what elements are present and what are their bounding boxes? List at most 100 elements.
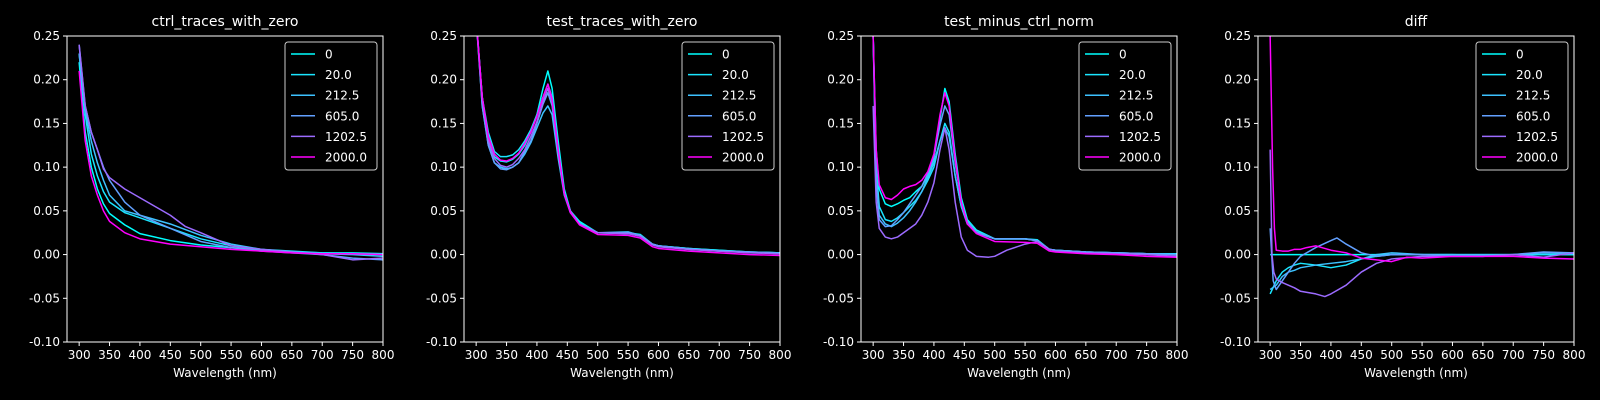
y-tick-label: -0.05 [29, 291, 60, 305]
x-tick-label: 450 [159, 348, 182, 362]
series-group [872, 36, 1177, 258]
x-tick-label: 300 [862, 348, 885, 362]
series-line-20.0 [78, 53, 383, 256]
legend-label: 2000.0 [325, 151, 367, 165]
series-group [1269, 36, 1574, 298]
x-tick-label: 750 [738, 348, 761, 362]
x-tick-label: 800 [372, 348, 395, 362]
x-tick-label: 550 [1014, 348, 1037, 362]
legend-label: 212.5 [1516, 89, 1550, 103]
legend-label: 20.0 [1119, 68, 1146, 82]
x-axis-label: Wavelength (nm) [1364, 366, 1468, 380]
series-line-20.0 [1269, 253, 1574, 295]
legend-label: 20.0 [325, 68, 352, 82]
x-tick-label: 450 [953, 348, 976, 362]
x-axis-label: Wavelength (nm) [173, 366, 277, 380]
legend-label: 0 [1119, 48, 1127, 62]
chart-title: test_minus_ctrl_norm [944, 14, 1094, 30]
x-tick-label: 750 [341, 348, 364, 362]
legend-label: 212.5 [325, 89, 359, 103]
x-tick-label: 400 [922, 348, 945, 362]
y-tick-label: 0.00 [827, 248, 854, 262]
legend: 0 20.0 212.5 605.0 1202.5 2000.0 [1475, 41, 1569, 171]
x-tick-label: 300 [1259, 348, 1282, 362]
chart-panel-2: 300 350 400 450 500 550 600 650 700 750 800 -0.10 -0… [426, 14, 792, 380]
series-line-2000.0 [872, 36, 1177, 258]
x-tick-label: 550 [617, 348, 640, 362]
legend-label: 20.0 [722, 68, 749, 82]
legend-label: 1202.5 [325, 130, 367, 144]
x-tick-label: 700 [1105, 348, 1128, 362]
x-tick-label: 550 [1411, 348, 1434, 362]
chart-panel-4: 300 350 400 450 500 550 600 650 700 750 800 -0.10 -0… [1220, 14, 1586, 380]
x-tick-label: 750 [1532, 348, 1555, 362]
x-tick-label: 650 [1471, 348, 1494, 362]
x-tick-label: 500 [586, 348, 609, 362]
y-tick-label: -0.05 [426, 291, 457, 305]
series-group [78, 44, 383, 261]
legend-label: 605.0 [1119, 109, 1153, 123]
legend-label: 0 [325, 48, 333, 62]
x-tick-label: 550 [220, 348, 243, 362]
y-tick-label: 0.05 [430, 204, 457, 218]
x-tick-label: 700 [311, 348, 334, 362]
y-tick-label: 0.05 [33, 204, 60, 218]
y-tick-label: 0.25 [33, 29, 60, 43]
y-tick-label: 0.15 [430, 116, 457, 130]
x-tick-label: 600 [1441, 348, 1464, 362]
y-tick-label: 0.25 [430, 29, 457, 43]
y-tick-label: 0.25 [1224, 29, 1251, 43]
y-tick-label: 0.20 [430, 73, 457, 87]
y-tick-label: 0.00 [430, 248, 457, 262]
series-line-2000.0 [476, 36, 780, 257]
x-tick-label: 400 [525, 348, 548, 362]
x-tick-label: 350 [892, 348, 915, 362]
y-tick-label: 0.20 [33, 73, 60, 87]
series-group [476, 36, 780, 257]
x-axis-label: Wavelength (nm) [570, 366, 674, 380]
x-tick-label: 450 [1350, 348, 1373, 362]
legend-label: 605.0 [325, 109, 359, 123]
legend-label: 20.0 [1516, 68, 1543, 82]
legend: 0 20.0 212.5 605.0 1202.5 2000.0 [1078, 41, 1172, 171]
x-tick-label: 800 [1563, 348, 1586, 362]
x-tick-label: 650 [677, 348, 700, 362]
x-tick-label: 700 [708, 348, 731, 362]
y-tick-label: -0.10 [29, 335, 60, 349]
series-line-1202.5 [1269, 149, 1574, 298]
series-line-1202.5 [872, 105, 1177, 258]
chart-panel-3: 300 350 400 450 500 550 600 650 700 750 800 -0.10 -0… [823, 14, 1189, 380]
legend-label: 605.0 [722, 109, 756, 123]
x-tick-label: 500 [189, 348, 212, 362]
y-tick-label: 0.15 [827, 116, 854, 130]
chart-title: test_traces_with_zero [547, 14, 698, 30]
plot-frame [463, 35, 781, 343]
legend-label: 212.5 [1119, 89, 1153, 103]
x-tick-label: 650 [280, 348, 303, 362]
x-tick-label: 350 [1289, 348, 1312, 362]
legend-label: 0 [722, 48, 730, 62]
legend-label: 2000.0 [1516, 151, 1558, 165]
legend-label: 212.5 [722, 89, 756, 103]
y-tick-label: 0.05 [1224, 204, 1251, 218]
legend-label: 1202.5 [1119, 130, 1161, 144]
y-tick-label: 0.10 [827, 160, 854, 174]
plot-frame [66, 35, 384, 343]
series-line-605.0 [1269, 228, 1574, 291]
chart-panel-1: 300 350 400 450 500 550 600 650 700 750 800 -0.10 -0… [29, 14, 395, 380]
y-tick-label: -0.10 [1220, 335, 1251, 349]
legend: 0 20.0 212.5 605.0 1202.5 2000.0 [284, 41, 378, 171]
y-tick-label: 0.10 [1224, 160, 1251, 174]
y-tick-label: 0.15 [33, 116, 60, 130]
x-tick-label: 750 [1135, 348, 1158, 362]
legend-label: 2000.0 [1119, 151, 1161, 165]
y-tick-label: 0.25 [827, 29, 854, 43]
x-tick-label: 500 [983, 348, 1006, 362]
x-tick-label: 300 [465, 348, 488, 362]
legend-label: 0 [1516, 48, 1524, 62]
x-axis-label: Wavelength (nm) [967, 366, 1071, 380]
x-tick-label: 300 [68, 348, 91, 362]
chart-title: diff [1405, 14, 1428, 30]
x-tick-label: 600 [250, 348, 273, 362]
